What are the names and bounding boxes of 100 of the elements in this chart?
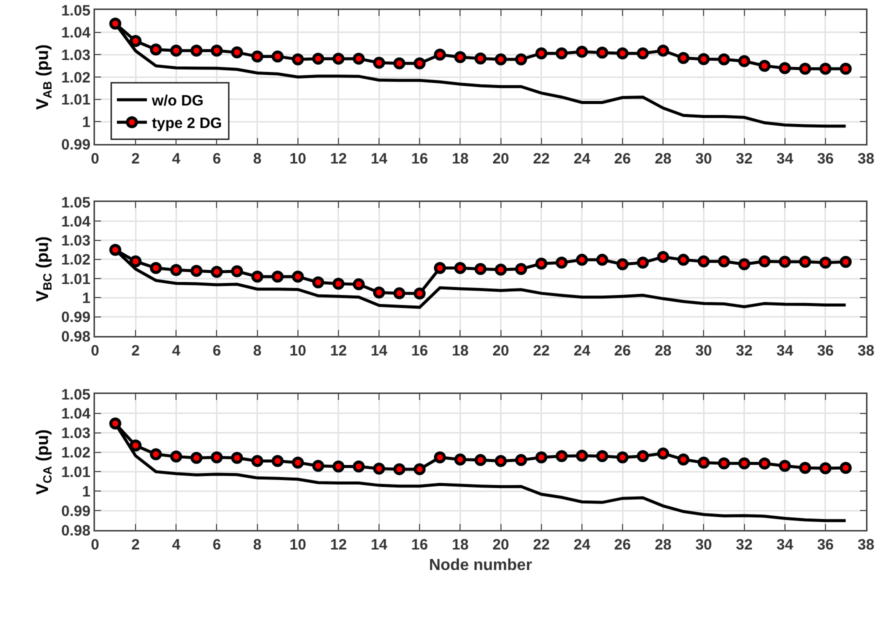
point (312, 52, 324, 65)
x-tick-label: 28 (654, 536, 672, 554)
point (312, 276, 324, 288)
point (515, 53, 528, 66)
x-tick-label: 24 (574, 150, 591, 168)
point (778, 256, 791, 268)
x-tick-label: 10 (290, 342, 306, 360)
point (799, 62, 812, 75)
point (292, 53, 304, 66)
x-tick-label: 10 (290, 536, 306, 554)
y-tick-label: 1.05 (61, 2, 90, 20)
x-tick-label: 16 (411, 536, 428, 554)
point (474, 52, 486, 64)
point (373, 286, 386, 299)
point (535, 258, 548, 270)
x-tick-label: 14 (370, 150, 388, 168)
x-tick-label: 32 (736, 342, 753, 360)
point (393, 287, 406, 300)
point (393, 57, 406, 70)
x-tick-label: 36 (817, 342, 834, 360)
point (109, 418, 122, 430)
point (332, 52, 344, 65)
x-tick-label: 12 (330, 150, 347, 168)
x-tick-label: 14 (370, 536, 388, 554)
x-tick-label: 6 (212, 150, 221, 168)
legend-label: type 2 DG (152, 115, 222, 132)
x-tick-label: 26 (614, 150, 631, 168)
point (251, 50, 264, 62)
point (738, 457, 750, 470)
point (352, 278, 365, 290)
point (130, 439, 142, 452)
x-tick-label: 2 (131, 342, 140, 360)
x-tick-label: 34 (776, 536, 794, 554)
x-tick-label: 30 (695, 150, 712, 168)
x-tick-label: 36 (817, 150, 834, 168)
x-tick-label: 36 (817, 536, 834, 554)
point (515, 454, 528, 466)
y-tick-label: 1.05 (61, 194, 90, 212)
x-axis-title: Node number (428, 556, 532, 574)
y-tick-label: 1.04 (61, 406, 92, 423)
x-tick-label: 26 (614, 342, 631, 360)
point (698, 53, 710, 66)
x-tick-label: 28 (654, 150, 672, 168)
point (251, 455, 264, 468)
y-tick-label: 0.98 (61, 328, 90, 346)
x-tick-label: 22 (533, 536, 550, 554)
point (840, 462, 852, 474)
x-tick-label: 32 (736, 536, 753, 554)
x-tick-label: 24 (574, 342, 591, 360)
point (109, 18, 122, 30)
point (292, 270, 304, 283)
point (352, 460, 365, 472)
point (393, 463, 406, 476)
point (677, 254, 690, 266)
point (576, 254, 588, 266)
point (799, 462, 812, 474)
y-tick-label: 1.05 (61, 386, 90, 404)
y-tick-label: 1.04 (61, 24, 92, 42)
x-tick-label: 0 (90, 536, 100, 554)
point (109, 244, 122, 256)
point (332, 278, 344, 290)
point (130, 255, 142, 268)
x-tick-label: 12 (330, 342, 347, 360)
point (840, 256, 852, 268)
point (272, 50, 284, 62)
point (718, 53, 730, 66)
x-tick-label: 4 (172, 342, 181, 360)
point (414, 57, 426, 70)
point (677, 52, 690, 64)
point (494, 264, 507, 276)
point (616, 258, 629, 270)
point (616, 47, 629, 60)
x-tick-label: 6 (212, 342, 221, 360)
point (596, 46, 608, 59)
point (556, 47, 568, 60)
point (170, 450, 182, 463)
point (332, 460, 344, 472)
y-tick-label: 1.01 (61, 464, 90, 481)
point (231, 46, 244, 58)
point (819, 256, 832, 269)
point (515, 263, 528, 275)
x-tick-label: 30 (695, 342, 712, 360)
point (698, 255, 710, 268)
x-tick-label: 4 (172, 150, 181, 168)
point (190, 264, 202, 277)
point (130, 35, 142, 48)
point (778, 460, 791, 472)
point (738, 55, 750, 68)
y-tick-label: 1.03 (61, 425, 90, 442)
point (150, 448, 162, 460)
y-tick-label: 0.99 (61, 136, 90, 154)
point (474, 454, 486, 466)
point (434, 262, 446, 274)
x-tick-label: 22 (533, 342, 550, 360)
x-tick-label: 24 (574, 536, 591, 554)
y-tick-label: 0.99 (61, 502, 90, 520)
x-tick-label: 38 (858, 342, 874, 360)
x-tick-label: 16 (411, 342, 428, 360)
point (474, 263, 486, 275)
point (272, 455, 284, 468)
